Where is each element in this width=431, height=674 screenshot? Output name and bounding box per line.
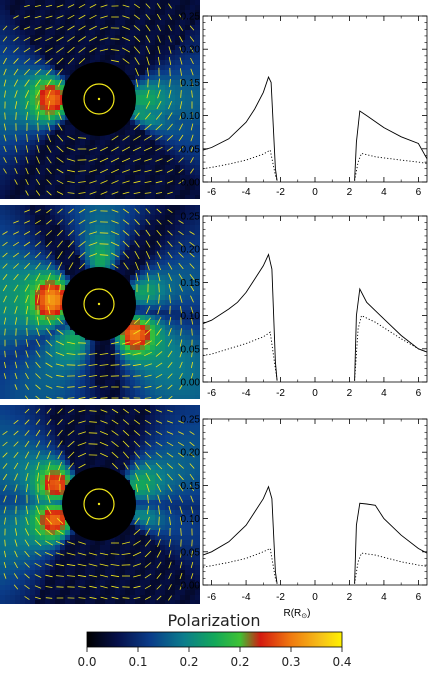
y-tick-label: 0.10 [181, 514, 201, 525]
colorbar-gradient [86, 631, 343, 648]
x-tick-label: 4 [381, 187, 387, 198]
x-axis-label: R(R⊙) [284, 608, 311, 620]
x-tick-label: 4 [381, 388, 387, 399]
x-tick-label: -6 [207, 388, 216, 399]
colorbar-tick-label: 0.0 [77, 655, 96, 669]
x-tick-label: -2 [276, 187, 285, 198]
x-tick-label: 6 [416, 388, 422, 399]
profile-dotted-left [202, 149, 278, 181]
plot-frame [202, 215, 428, 383]
y-tick-label: 0.15 [181, 78, 201, 89]
profile-solid-right [354, 502, 428, 584]
x-tick-label: -2 [276, 388, 285, 399]
sun-disk-outline [83, 83, 115, 115]
x-tick-label: -6 [207, 187, 216, 198]
y-tick-label: 0.25 [181, 212, 201, 223]
y-tick-label: 0.05 [181, 547, 201, 558]
x-tick-label: 2 [347, 592, 353, 603]
x-tick-label: -6 [207, 592, 216, 603]
y-tick-label: 0.25 [181, 12, 201, 23]
colorbar-tick-label: 0.2 [179, 655, 198, 669]
sun-disk-outline [83, 288, 115, 320]
y-tick-label: 0.00 [181, 581, 201, 592]
image-panel-2 [0, 205, 200, 404]
colorbar: Polarization 0.0 0.1 0.2 0.2 0.3 0.4 [77, 611, 351, 669]
colorbar-ticks: 0.0 0.1 0.2 0.2 0.3 0.4 [77, 647, 352, 669]
y-tick-label: 0.20 [181, 448, 201, 459]
y-tick-label: 0.05 [181, 344, 201, 355]
x-tick-label: 6 [416, 187, 422, 198]
profile-solid-left [202, 75, 278, 181]
x-tick-label: 4 [381, 592, 387, 603]
y-tick-label: 0.10 [181, 111, 201, 122]
x-tick-label: -4 [242, 388, 251, 399]
y-tick-label: 0.00 [181, 178, 201, 189]
y-tick-label: 0.15 [181, 278, 201, 289]
y-tick-label: 0.20 [181, 245, 201, 256]
profile-plot-2: 0.00 0.05 0.10 0.15 0.20 0.25 -6 -4 -2 0 2 4 6 [181, 212, 428, 399]
x-tick-label: -2 [276, 592, 285, 603]
y-tick-label: 0.05 [181, 144, 201, 155]
x-tick-label: 6 [416, 592, 422, 603]
profile-dotted-left [202, 331, 278, 381]
sun-disk-outline [83, 488, 115, 520]
x-tick-label: 2 [347, 187, 353, 198]
image-panel-3 [0, 405, 200, 604]
profile-solid-left [202, 485, 278, 584]
x-tick-label: -4 [242, 187, 251, 198]
colorbar-tick-label: 0.2 [230, 655, 249, 669]
x-tick-label: 0 [312, 388, 318, 399]
profile-solid-right [354, 110, 428, 181]
profile-dotted-right [354, 314, 428, 381]
colorbar-tick-label: 0.4 [332, 655, 351, 669]
profile-plot-3: 0.00 0.05 0.10 0.15 0.20 0.25 -6 -4 -2 0 2 4 6 [181, 415, 428, 603]
image-panel-1 [0, 0, 200, 199]
separator-1 [0, 199, 200, 205]
x-tick-label: -4 [242, 592, 251, 603]
profile-dotted-right [354, 152, 428, 181]
colorbar-title: Polarization [168, 611, 261, 630]
profile-solid-left [202, 253, 278, 381]
colorbar-tick-label: 0.1 [128, 655, 147, 669]
y-tick-label: 0.10 [181, 311, 201, 322]
profile-dotted-right [354, 552, 428, 584]
y-tick-label: 0.25 [181, 415, 201, 426]
profile-solid-right [354, 287, 428, 381]
y-tick-label: 0.20 [181, 45, 201, 56]
profile-plot-1: 0.00 0.05 0.10 0.15 0.20 0.25 -6 -4 -2 0 2 4 6 [181, 12, 428, 198]
y-tick-label: 0.15 [181, 481, 201, 492]
profile-dotted-left [202, 547, 278, 584]
x-tick-label: 0 [312, 592, 318, 603]
colorbar-tick-label: 0.3 [281, 655, 300, 669]
plot-frame [202, 15, 428, 183]
x-tick-label: 0 [312, 187, 318, 198]
x-tick-label: 2 [347, 388, 353, 399]
separator-2 [0, 399, 200, 405]
y-tick-label: 0.00 [181, 378, 201, 389]
